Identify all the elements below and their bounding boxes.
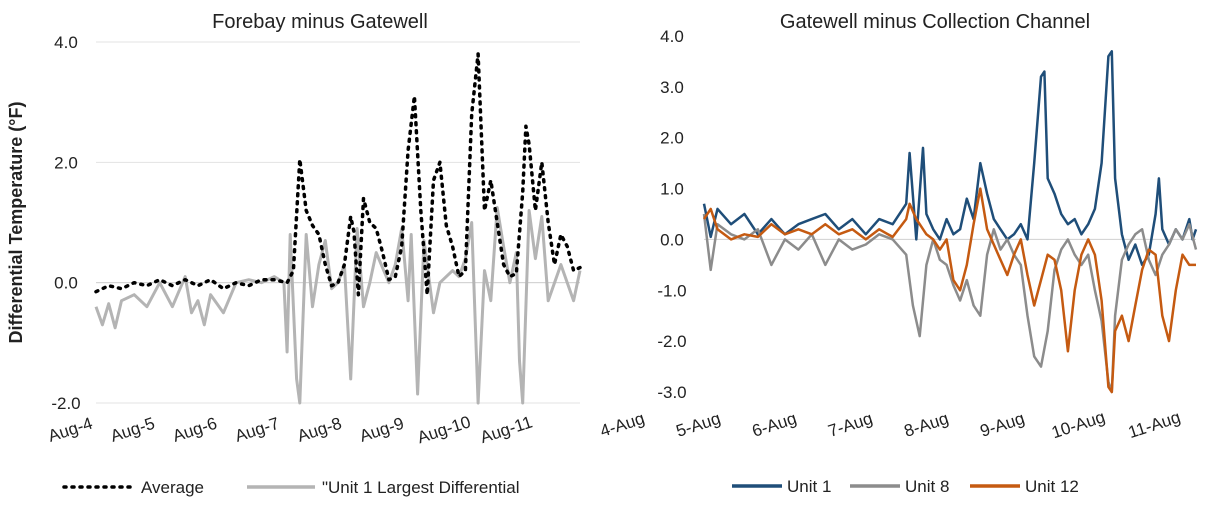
series-line-2	[94, 206, 582, 405]
series-line-2	[702, 213, 1198, 394]
x-tick-label: 6-Aug	[750, 409, 799, 441]
y-tick-label: 2.0	[54, 153, 78, 172]
y-tick-label: 1.0	[660, 180, 684, 199]
y-tick-label: -3.0	[657, 383, 686, 402]
x-tick-label: 10-Aug	[1049, 407, 1107, 442]
series-line-3	[702, 187, 1196, 394]
x-tick-label: Aug-9	[357, 414, 406, 446]
x-tick-label: 4-Aug	[600, 409, 647, 441]
x-tick-label: 11-Aug	[1126, 407, 1183, 442]
y-tick-label: 4.0	[54, 33, 78, 52]
x-tick-label: 8-Aug	[902, 409, 951, 441]
series-line-1	[94, 52, 582, 297]
y-axis-label: Differential Temperature (°F)	[6, 102, 26, 344]
legend-label-3: Unit 12	[1025, 477, 1079, 496]
y-tick-label: 2.0	[660, 129, 684, 148]
legend-label-2: "Unit 1 Largest Differential	[322, 478, 520, 497]
chart-title: Gatewell minus Collection Channel	[780, 11, 1090, 33]
x-tick-label: Aug-7	[233, 414, 282, 446]
x-tick-label: Aug-8	[295, 414, 344, 446]
x-tick-label: Aug-11	[478, 412, 535, 447]
legend-label-2: Unit 8	[905, 477, 949, 496]
chart-title: Forebay minus Gatewell	[212, 11, 428, 33]
y-tick-label: -2.0	[657, 332, 686, 351]
legend-label-1: Average	[141, 478, 204, 497]
series-line-1	[702, 50, 1198, 267]
y-tick-label: -1.0	[657, 281, 686, 300]
x-tick-label: Aug-5	[108, 414, 157, 446]
chart-gatewell-minus-collection-channel: Gatewell minus Collection Channel -3.0 -2.…	[600, 11, 1198, 496]
x-tick-label: 9-Aug	[978, 409, 1027, 441]
x-tick-label: Aug-10	[415, 412, 473, 447]
legend-label-1: Unit 1	[787, 477, 831, 496]
y-tick-label: 4.0	[660, 27, 684, 46]
y-tick-label: 0.0	[54, 274, 78, 293]
y-tick-label: -2.0	[51, 394, 80, 413]
y-tick-label: 3.0	[660, 78, 684, 97]
y-tick-label: 0.0	[660, 230, 684, 249]
x-tick-label: Aug-4	[46, 414, 95, 446]
x-tick-label: 7-Aug	[826, 409, 875, 441]
x-tick-label: Aug-6	[170, 414, 219, 446]
x-tick-label: 5-Aug	[674, 409, 723, 441]
chart-forebay-minus-gatewell: Forebay minus Gatewell -2.0 0.0 2.0 4.0 Diffe…	[6, 11, 582, 497]
